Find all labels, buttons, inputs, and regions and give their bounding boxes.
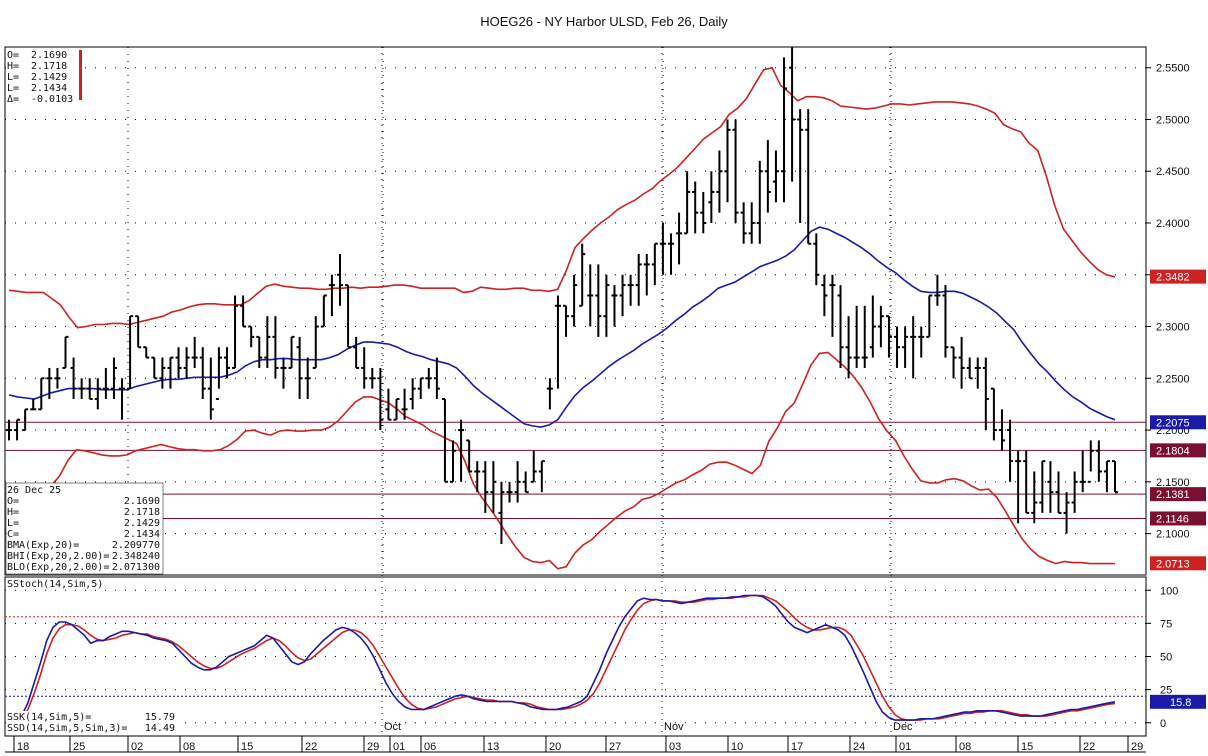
x-tick-label: 10	[731, 741, 743, 753]
x-tick-label: 15	[1021, 741, 1033, 753]
x-tick-label: 15	[241, 741, 253, 753]
stoch-tag	[1150, 694, 1206, 709]
x-tick-label: 03	[669, 741, 681, 753]
x-tick-label: 24	[853, 741, 865, 753]
price-tag	[1150, 415, 1206, 430]
y-tick-label: 2.5500	[1156, 63, 1190, 75]
price-tag-label: 2.1381	[1156, 489, 1190, 501]
stoch-label: SSK(14,Sim,5)=	[7, 712, 91, 723]
info-date: 26 Dec 25	[7, 485, 61, 496]
stoch-y-label: 50	[1160, 652, 1172, 664]
price-tag-label: 2.3482	[1156, 272, 1190, 284]
x-tick-label: 29	[367, 741, 379, 753]
ohlc-mini-label: O=	[7, 50, 19, 61]
ssd-line	[9, 594, 1116, 724]
info-value: 2.071300	[112, 562, 160, 573]
info-label: BMA(Exp,20)=	[7, 540, 79, 551]
y-tick-label: 2.5000	[1156, 114, 1190, 126]
x-tick-label: 13	[487, 741, 499, 753]
x-tick-label: 06	[424, 741, 436, 753]
info-value: 2.1690	[124, 496, 160, 507]
ohlc-mini-value: 2.1429	[31, 72, 67, 83]
x-tick-label: 20	[549, 741, 561, 753]
y-tick-label: 2.1000	[1156, 529, 1190, 541]
x-tick-label: 27	[609, 741, 621, 753]
ohlc-mini-indicator	[79, 50, 82, 100]
x-tick-label: 08	[959, 741, 971, 753]
stoch-title: SStoch(14,Sim,5)	[7, 579, 103, 590]
info-value: 2.1434	[124, 529, 160, 540]
x-tick-label: 25	[73, 741, 85, 753]
y-tick-label: 2.3000	[1156, 322, 1190, 334]
x-tick-label: 22	[305, 741, 317, 753]
info-label: C=	[7, 529, 19, 540]
y-tick-label: 2.2500	[1156, 373, 1190, 385]
stoch-value: 15.79	[145, 712, 175, 723]
info-value: 2.1718	[124, 507, 160, 518]
x-tick-label: 02	[131, 741, 143, 753]
stoch-box	[6, 711, 178, 735]
ohlc-mini-label: Δ=	[7, 94, 19, 105]
x-tick-label: 18	[17, 741, 29, 753]
price-tag	[1150, 487, 1206, 502]
info-label: BHI(Exp,20,2.00)=	[7, 551, 109, 562]
price-tag	[1150, 511, 1206, 526]
ohlc-mini-value: 2.1434	[31, 83, 67, 94]
chart-title: HOEG26 - NY Harbor ULSD, Feb 26, Daily	[480, 14, 728, 29]
y-tick-label: 2.1500	[1156, 477, 1190, 489]
info-label: BLO(Exp,20,2.00)=	[7, 562, 109, 573]
price-tag-label: 2.1146	[1156, 513, 1189, 525]
ohlc-mini-box	[6, 48, 82, 104]
price-tag	[1150, 443, 1206, 458]
stoch-tag-label: 15.8	[1170, 697, 1191, 709]
upper-band-line	[8, 66, 1116, 329]
price-tag-label: 2.0713	[1156, 558, 1190, 570]
x-tick-label: 17	[791, 741, 803, 753]
stoch-y-label: 0	[1160, 718, 1166, 730]
price-tag-label: 2.2075	[1156, 417, 1190, 429]
stoch-y-label: 25	[1160, 685, 1172, 697]
ohlc-mini-value: -0.0103	[31, 94, 73, 105]
stoch-value: 14.49	[145, 723, 175, 734]
info-value: 2.1429	[124, 518, 160, 529]
stoch-label: SSD(14,Sim,5,Sim,3)=	[7, 723, 127, 734]
ohlc-mini-value: 2.1718	[31, 61, 67, 72]
info-label: O=	[7, 496, 19, 507]
ohlc-mini-value: 2.1690	[31, 50, 67, 61]
info-value: 2.348240	[112, 551, 160, 562]
ohlc-mini-label: L=	[7, 72, 19, 83]
month-label: Oct	[384, 721, 401, 733]
price-tag	[1150, 269, 1206, 284]
price-panel-frame	[4, 46, 1147, 576]
stoch-y-label: 75	[1160, 618, 1172, 630]
moving-average-line	[8, 226, 1116, 428]
x-tick-label: 01	[393, 741, 405, 753]
x-tick-label: 08	[183, 741, 195, 753]
x-tick-label: 29	[1131, 741, 1143, 753]
info-box	[5, 482, 164, 575]
x-tick-label: 22	[1083, 741, 1095, 753]
ohlc-mini-label: L=	[7, 83, 19, 94]
month-label: Dec	[893, 721, 913, 733]
stoch-y-label: 100	[1160, 585, 1178, 597]
info-value: 2.209770	[112, 540, 160, 551]
y-tick-label: 2.4000	[1156, 218, 1190, 230]
lower-band-line	[8, 351, 1115, 570]
info-label: H=	[7, 507, 19, 518]
y-tick-label: 2.4500	[1156, 166, 1190, 178]
info-label: L=	[7, 518, 19, 529]
ssk-line	[9, 594, 1116, 724]
price-tag-label: 2.1804	[1156, 445, 1190, 457]
price-tag	[1150, 556, 1206, 571]
x-tick-label: 01	[899, 741, 911, 753]
month-label: Nov	[664, 721, 684, 733]
ohlc-mini-label: H=	[7, 61, 19, 72]
